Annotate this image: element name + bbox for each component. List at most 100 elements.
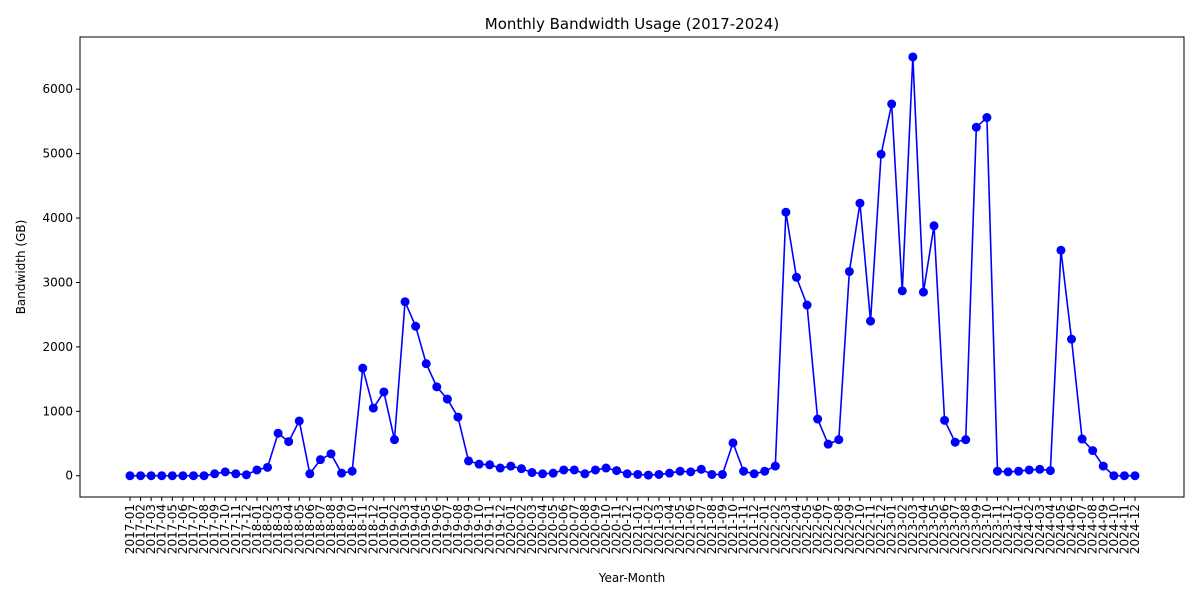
x-tick-label: 2017-04	[155, 504, 169, 554]
data-point	[273, 428, 283, 438]
x-tick-label: 2017-01	[123, 504, 137, 554]
x-axis-ticks: 2017-012017-022017-032017-042017-052017-…	[123, 497, 1142, 554]
data-point	[696, 464, 706, 474]
data-point	[940, 415, 950, 425]
x-tick-label: 2017-06	[176, 504, 190, 554]
data-point	[485, 460, 495, 470]
x-tick-label: 2023-07	[948, 504, 962, 554]
data-point	[167, 471, 177, 481]
x-tick-label: 2019-01	[377, 504, 391, 554]
x-tick-label: 2024-04	[1043, 504, 1057, 554]
data-point	[1014, 466, 1024, 476]
y-axis-label: Bandwidth (GB)	[14, 220, 28, 315]
data-point	[739, 466, 749, 476]
x-tick-label: 2017-10	[218, 504, 232, 554]
y-tick-label: 3000	[42, 275, 73, 289]
data-point	[897, 286, 907, 296]
data-point	[125, 471, 135, 481]
data-point	[675, 466, 685, 476]
x-tick-label: 2018-06	[303, 504, 317, 554]
x-tick-label: 2020-05	[546, 504, 560, 554]
data-point	[199, 471, 209, 481]
x-tick-label: 2021-04	[663, 504, 677, 554]
data-point	[707, 469, 717, 479]
data-point	[1077, 434, 1087, 444]
x-tick-label: 2023-05	[927, 504, 941, 554]
x-tick-label: 2022-11	[864, 504, 878, 554]
x-tick-label: 2021-07	[694, 504, 708, 554]
data-point	[760, 466, 770, 476]
data-point	[855, 198, 865, 208]
data-point	[781, 207, 791, 217]
x-axis-label: Year-Month	[598, 571, 666, 585]
data-point	[231, 469, 241, 479]
x-tick-label: 2018-01	[250, 504, 264, 554]
x-tick-label: 2022-06	[811, 504, 825, 554]
x-tick-label: 2021-03	[652, 504, 666, 554]
data-point	[347, 466, 357, 476]
data-point	[495, 463, 505, 473]
data-point	[1130, 471, 1140, 481]
x-tick-label: 2022-02	[768, 504, 782, 554]
x-tick-label: 2018-11	[356, 504, 370, 554]
x-tick-label: 2019-07	[440, 504, 454, 554]
data-point	[337, 468, 347, 478]
data-point	[421, 359, 431, 369]
data-point	[1109, 471, 1119, 481]
x-tick-label: 2022-08	[832, 504, 846, 554]
data-point	[1056, 245, 1066, 255]
x-tick-label: 2021-01	[631, 504, 645, 554]
x-tick-label: 2021-05	[673, 504, 687, 554]
x-tick-label: 2022-10	[853, 504, 867, 554]
x-tick-label: 2024-02	[1022, 504, 1036, 554]
x-tick-label: 2023-04	[916, 504, 930, 554]
x-tick-label: 2024-09	[1096, 504, 1110, 554]
data-point	[834, 435, 844, 445]
data-point	[622, 469, 632, 479]
x-tick-label: 2018-02	[261, 504, 275, 554]
x-tick-label: 2019-02	[387, 504, 401, 554]
x-tick-label: 2019-06	[430, 504, 444, 554]
data-point	[1098, 461, 1108, 471]
x-tick-label: 2021-12	[747, 504, 761, 554]
data-point	[506, 461, 516, 471]
x-tick-label: 2023-12	[1001, 504, 1015, 554]
x-tick-label: 2018-03	[271, 504, 285, 554]
x-tick-label: 2023-02	[895, 504, 909, 554]
x-tick-label: 2017-05	[165, 504, 179, 554]
x-tick-label: 2017-03	[144, 504, 158, 554]
data-point	[770, 461, 780, 471]
data-point	[464, 456, 474, 466]
x-tick-label: 2017-08	[197, 504, 211, 554]
x-tick-label: 2019-05	[419, 504, 433, 554]
plot-frame	[79, 36, 1185, 498]
data-point	[992, 466, 1002, 476]
data-point	[887, 99, 897, 109]
x-tick-label: 2019-11	[483, 504, 497, 554]
x-tick-label: 2022-05	[800, 504, 814, 554]
data-point	[379, 387, 389, 397]
data-point	[284, 437, 294, 447]
x-tick-label: 2022-09	[842, 504, 856, 554]
x-tick-label: 2018-09	[335, 504, 349, 554]
data-point	[453, 412, 463, 422]
data-point	[368, 403, 378, 413]
data-point	[294, 416, 304, 426]
x-tick-label: 2023-09	[969, 504, 983, 554]
data-point	[210, 469, 220, 479]
y-tick-label: 5000	[42, 147, 73, 161]
x-tick-label: 2017-12	[239, 504, 253, 554]
data-point	[315, 455, 325, 465]
x-tick-label: 2021-09	[715, 504, 729, 554]
x-tick-label: 2019-08	[451, 504, 465, 554]
data-point	[590, 465, 600, 475]
x-tick-label: 2023-06	[938, 504, 952, 554]
x-tick-label: 2020-09	[588, 504, 602, 554]
x-tick-label: 2024-12	[1128, 504, 1142, 554]
data-point	[1035, 464, 1045, 474]
x-tick-label: 2019-04	[409, 504, 423, 554]
x-tick-label: 2019-12	[493, 504, 507, 554]
data-point	[654, 469, 664, 479]
data-point	[633, 469, 643, 479]
x-tick-label: 2021-10	[726, 504, 740, 554]
